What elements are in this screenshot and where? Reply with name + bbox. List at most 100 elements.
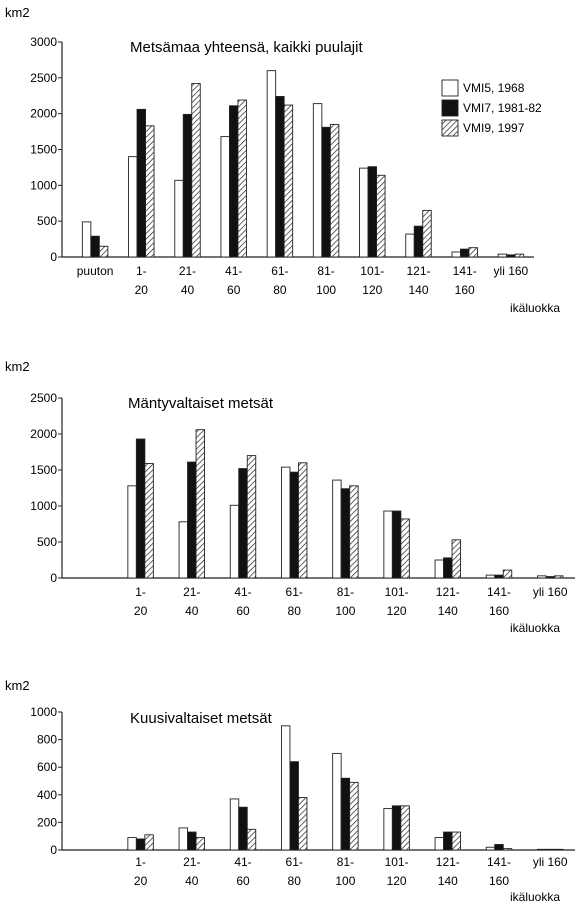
y-tick-label: 2000 — [30, 107, 57, 121]
bar — [283, 104, 294, 258]
x-axis-title: ikäluokka — [510, 621, 560, 635]
bar — [451, 831, 461, 851]
bar — [237, 99, 247, 258]
bar — [281, 466, 291, 579]
y-tick-label: 500 — [37, 535, 57, 549]
bar — [359, 167, 369, 258]
x-category-label: 121- — [436, 585, 460, 599]
bar — [246, 455, 257, 579]
bar — [182, 113, 193, 258]
chart-panel-3: km2 0 200 400 600 800 1000 Kuusivaltaiset metsä… — [5, 678, 575, 904]
x-category-label: 101- — [385, 585, 409, 599]
bar — [497, 253, 508, 258]
chart-title: Kuusivaltaiset metsät — [130, 710, 273, 727]
x-category-label: 100 — [335, 604, 355, 618]
y-tick-label: 2500 — [30, 71, 57, 85]
bar — [391, 510, 402, 579]
bar — [537, 575, 547, 579]
x-category-label: 101- — [360, 264, 384, 278]
bar — [485, 574, 496, 579]
y-tick-label: 1000 — [30, 178, 57, 192]
y-tick-label: 1500 — [30, 143, 57, 157]
bar — [135, 438, 146, 579]
legend-swatch — [441, 119, 459, 137]
bar — [187, 831, 197, 851]
bar — [298, 462, 308, 579]
bar — [135, 838, 146, 851]
bar — [329, 123, 340, 258]
bar — [340, 488, 351, 579]
bar — [187, 461, 197, 579]
bar — [494, 844, 504, 851]
x-category-label: 100 — [316, 283, 336, 297]
bar — [434, 559, 444, 579]
bar — [238, 806, 248, 851]
bar — [506, 254, 516, 258]
y-tick-label: 0 — [50, 250, 57, 264]
y-tick-label: 400 — [37, 788, 57, 802]
bar — [434, 837, 444, 851]
x-category-label: 141- — [487, 855, 511, 869]
x-category-label: puuton — [77, 264, 114, 278]
bar — [144, 834, 154, 851]
x-category-label: 120 — [387, 604, 407, 618]
bar — [191, 83, 201, 258]
bar — [220, 136, 230, 258]
y-tick-label: 800 — [37, 733, 57, 747]
x-category-label: 40 — [185, 604, 199, 618]
x-category-label: 61- — [271, 264, 288, 278]
x-category-label: 160 — [455, 283, 475, 297]
bar — [422, 209, 432, 258]
bar — [383, 510, 393, 579]
bar — [400, 805, 410, 851]
x-axis-title: ikäluokka — [510, 301, 560, 315]
y-axis-unit-label: km2 — [5, 359, 30, 374]
bar — [281, 725, 291, 851]
x-category-label: 20 — [135, 283, 149, 297]
x-category-label: 41- — [234, 855, 251, 869]
bar — [298, 797, 308, 851]
chart-title: Metsämaa yhteensä, kaikki puulajit — [130, 39, 363, 56]
bar — [289, 471, 299, 579]
bar — [178, 827, 189, 851]
x-category-label: yli 160 — [533, 585, 568, 599]
x-category-label: 140 — [408, 283, 428, 297]
bar — [332, 752, 342, 851]
x-category-label: 60 — [236, 874, 250, 888]
x-category-label: 81- — [317, 264, 334, 278]
bar — [174, 179, 184, 258]
x-category-label: 40 — [185, 874, 199, 888]
y-tick-label: 500 — [37, 214, 57, 228]
bar — [266, 70, 277, 258]
x-axis-title: ikäluokka — [510, 890, 560, 904]
bar — [451, 251, 461, 258]
bar — [554, 575, 564, 579]
x-category-label: 40 — [181, 283, 195, 297]
bar — [127, 837, 137, 851]
bar — [383, 808, 393, 851]
bar — [145, 125, 155, 258]
x-category-label: 21- — [179, 264, 196, 278]
bar — [545, 576, 555, 579]
bar — [349, 485, 359, 579]
y-tick-label: 2500 — [30, 391, 57, 405]
bar — [228, 105, 239, 258]
bar — [502, 848, 513, 851]
x-category-label: 140 — [438, 874, 458, 888]
bar — [468, 247, 478, 258]
bar — [537, 848, 547, 851]
x-category-label: 21- — [183, 585, 200, 599]
bar — [81, 221, 92, 258]
chart-title: Mäntyvaltaiset metsät — [128, 395, 274, 412]
x-category-label: 81- — [337, 855, 354, 869]
bar — [494, 574, 504, 579]
x-category-label: 121- — [406, 264, 430, 278]
x-category-label: 80 — [288, 874, 302, 888]
bar — [349, 781, 359, 851]
chart-panel-1: km2 0 500 1000 1500 2000 2500 3000 Metsämaa yhte… — [5, 5, 560, 315]
x-category-label: 20 — [134, 874, 148, 888]
bar — [312, 103, 323, 258]
legend-swatch — [441, 99, 459, 117]
bar — [98, 245, 109, 258]
bar — [275, 96, 285, 258]
